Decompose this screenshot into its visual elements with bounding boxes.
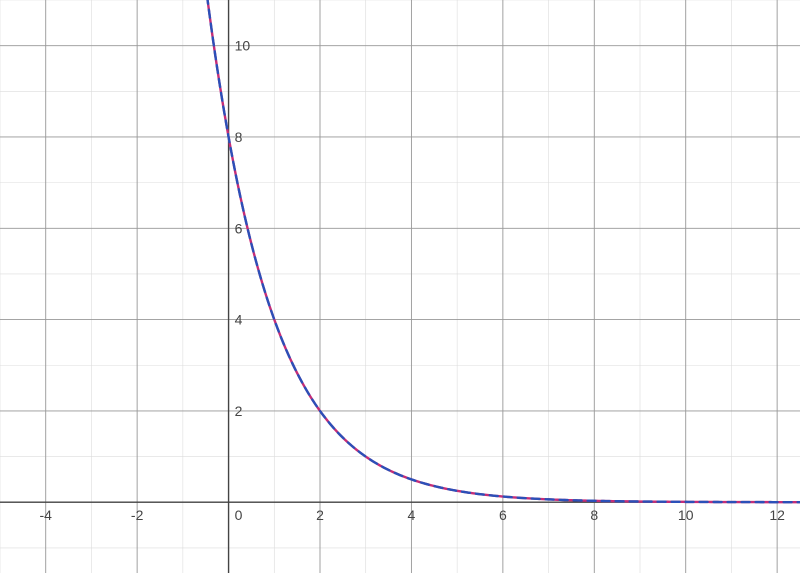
tick-labels: -4 -2 2 4 6 8 10 12 2 4 6 8 10 0: [39, 38, 785, 524]
y-tick-label: 6: [235, 220, 243, 236]
x-tick-label: 12: [769, 507, 785, 523]
x-tick-label: 8: [590, 507, 598, 523]
axes: [0, 0, 800, 573]
origin-label: 0: [235, 507, 243, 523]
x-tick-label: 2: [316, 507, 324, 523]
y-tick-label: 4: [235, 312, 243, 328]
y-tick-label: 2: [235, 403, 243, 419]
exponential-decay-chart: -4 -2 2 4 6 8 10 12 2 4 6 8 10 0: [0, 0, 800, 573]
x-tick-label: 4: [408, 507, 416, 523]
x-tick-label: -2: [131, 507, 144, 523]
curve-series-0: [0, 0, 800, 502]
curve-series-1: [0, 0, 800, 502]
y-tick-label: 10: [235, 38, 251, 54]
x-tick-label: 6: [499, 507, 507, 523]
minor-grid: [0, 0, 800, 573]
y-tick-label: 8: [235, 129, 243, 145]
major-grid: [0, 0, 800, 573]
x-tick-label: 10: [678, 507, 694, 523]
curve-group: [0, 0, 800, 502]
x-tick-label: -4: [39, 507, 52, 523]
